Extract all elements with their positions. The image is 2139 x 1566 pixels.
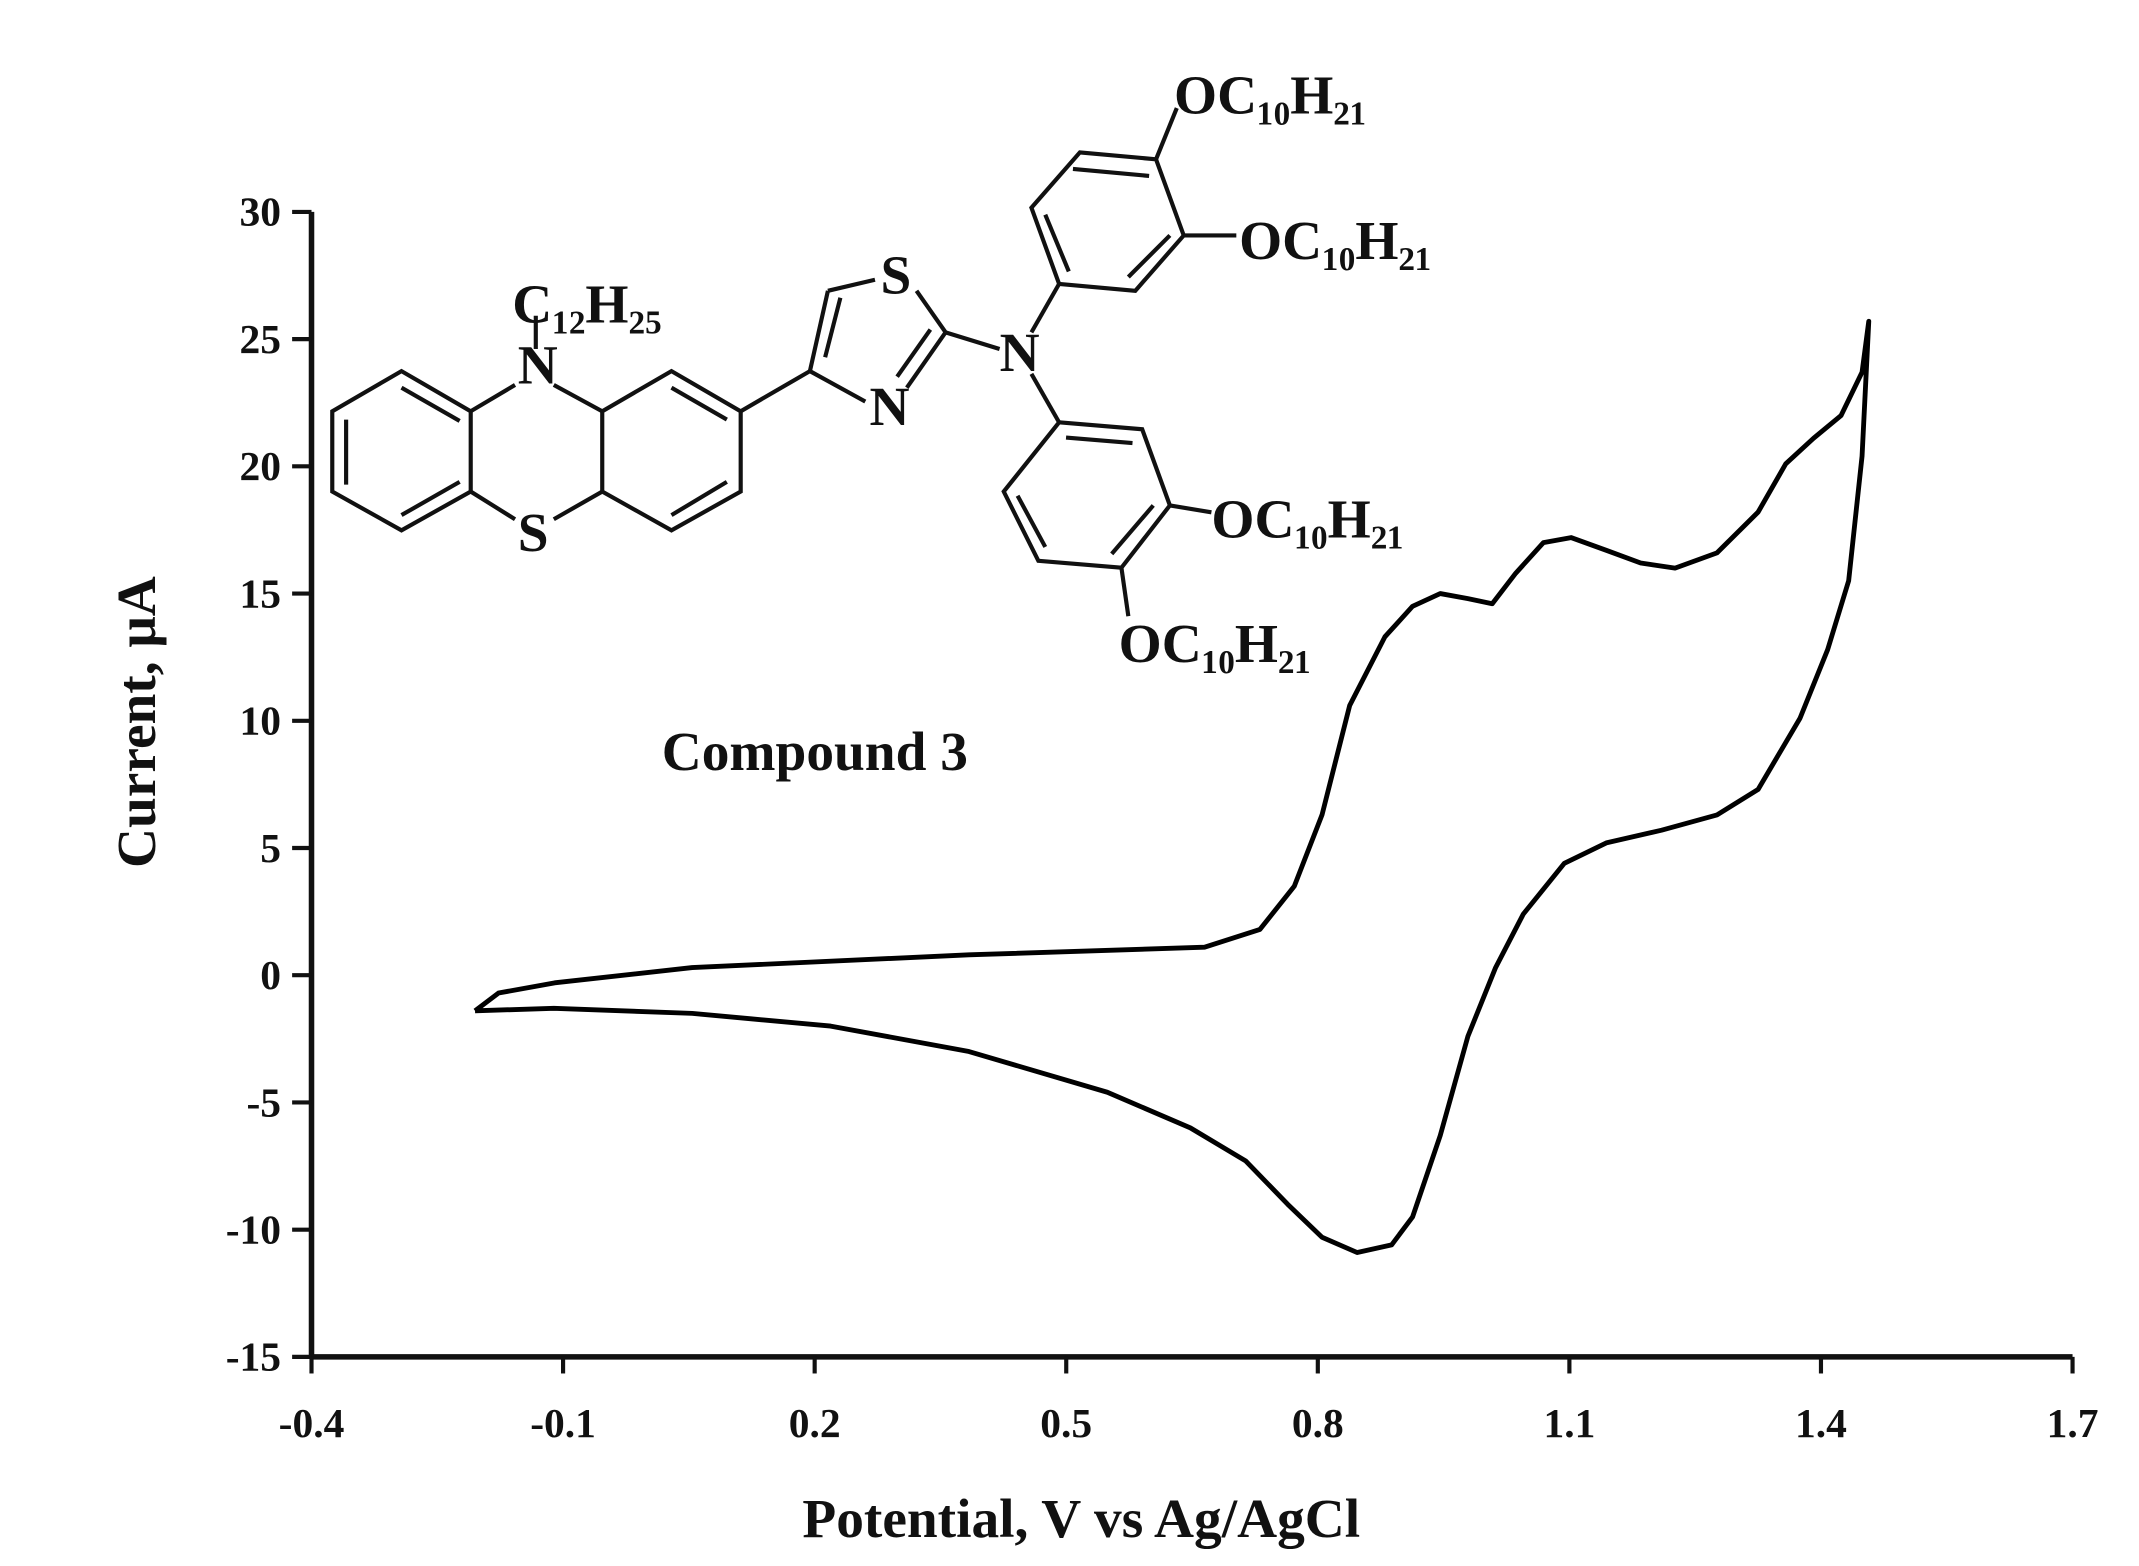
structure-label: N — [869, 376, 909, 437]
y-tick-label: 10 — [240, 698, 282, 744]
y-tick-label: 15 — [240, 570, 282, 616]
annotation: Compound 3 — [662, 721, 968, 782]
x-tick-label: 0.8 — [1292, 1400, 1344, 1446]
y-tick-label: -15 — [226, 1334, 281, 1380]
structure-label: N — [1000, 322, 1040, 383]
structure-label: OC₁₀H₂₁ — [1174, 65, 1367, 126]
x-tick-label: 1.7 — [2047, 1400, 2099, 1446]
structure-label: OC₁₀H₂₁ — [1239, 210, 1432, 271]
x-axis-label: Potential, V vs Ag/AgCl — [802, 1488, 1360, 1549]
x-tick-label: 1.1 — [1543, 1400, 1595, 1446]
structure-label: N — [518, 335, 558, 396]
cv-curve — [473, 318, 1872, 1255]
structure-label: C₁₂H₂₅ — [512, 274, 661, 335]
structure-bonds — [330, 107, 1237, 617]
structure-label: OC₁₀H₂₁ — [1119, 613, 1312, 674]
x-tick-label: 0.5 — [1040, 1400, 1092, 1446]
y-tick-label: -10 — [226, 1206, 281, 1252]
x-tick-label: -0.4 — [279, 1400, 345, 1446]
y-tick-label: 25 — [240, 316, 282, 362]
y-tick-label: -5 — [246, 1079, 281, 1125]
y-axis-label: Current, μA — [106, 576, 167, 868]
x-tick-label: 0.2 — [789, 1400, 841, 1446]
x-tick-label: 1.4 — [1795, 1400, 1847, 1446]
structure-label: OC₁₀H₂₁ — [1211, 488, 1404, 549]
y-tick-label: 5 — [260, 825, 281, 871]
y-tick-label: 30 — [240, 189, 282, 235]
structure-label: S — [518, 502, 549, 563]
x-tick-label: -0.1 — [530, 1400, 596, 1446]
structure-label: S — [881, 245, 912, 306]
y-tick-label: 20 — [240, 443, 282, 489]
y-tick-label: 0 — [260, 952, 281, 998]
